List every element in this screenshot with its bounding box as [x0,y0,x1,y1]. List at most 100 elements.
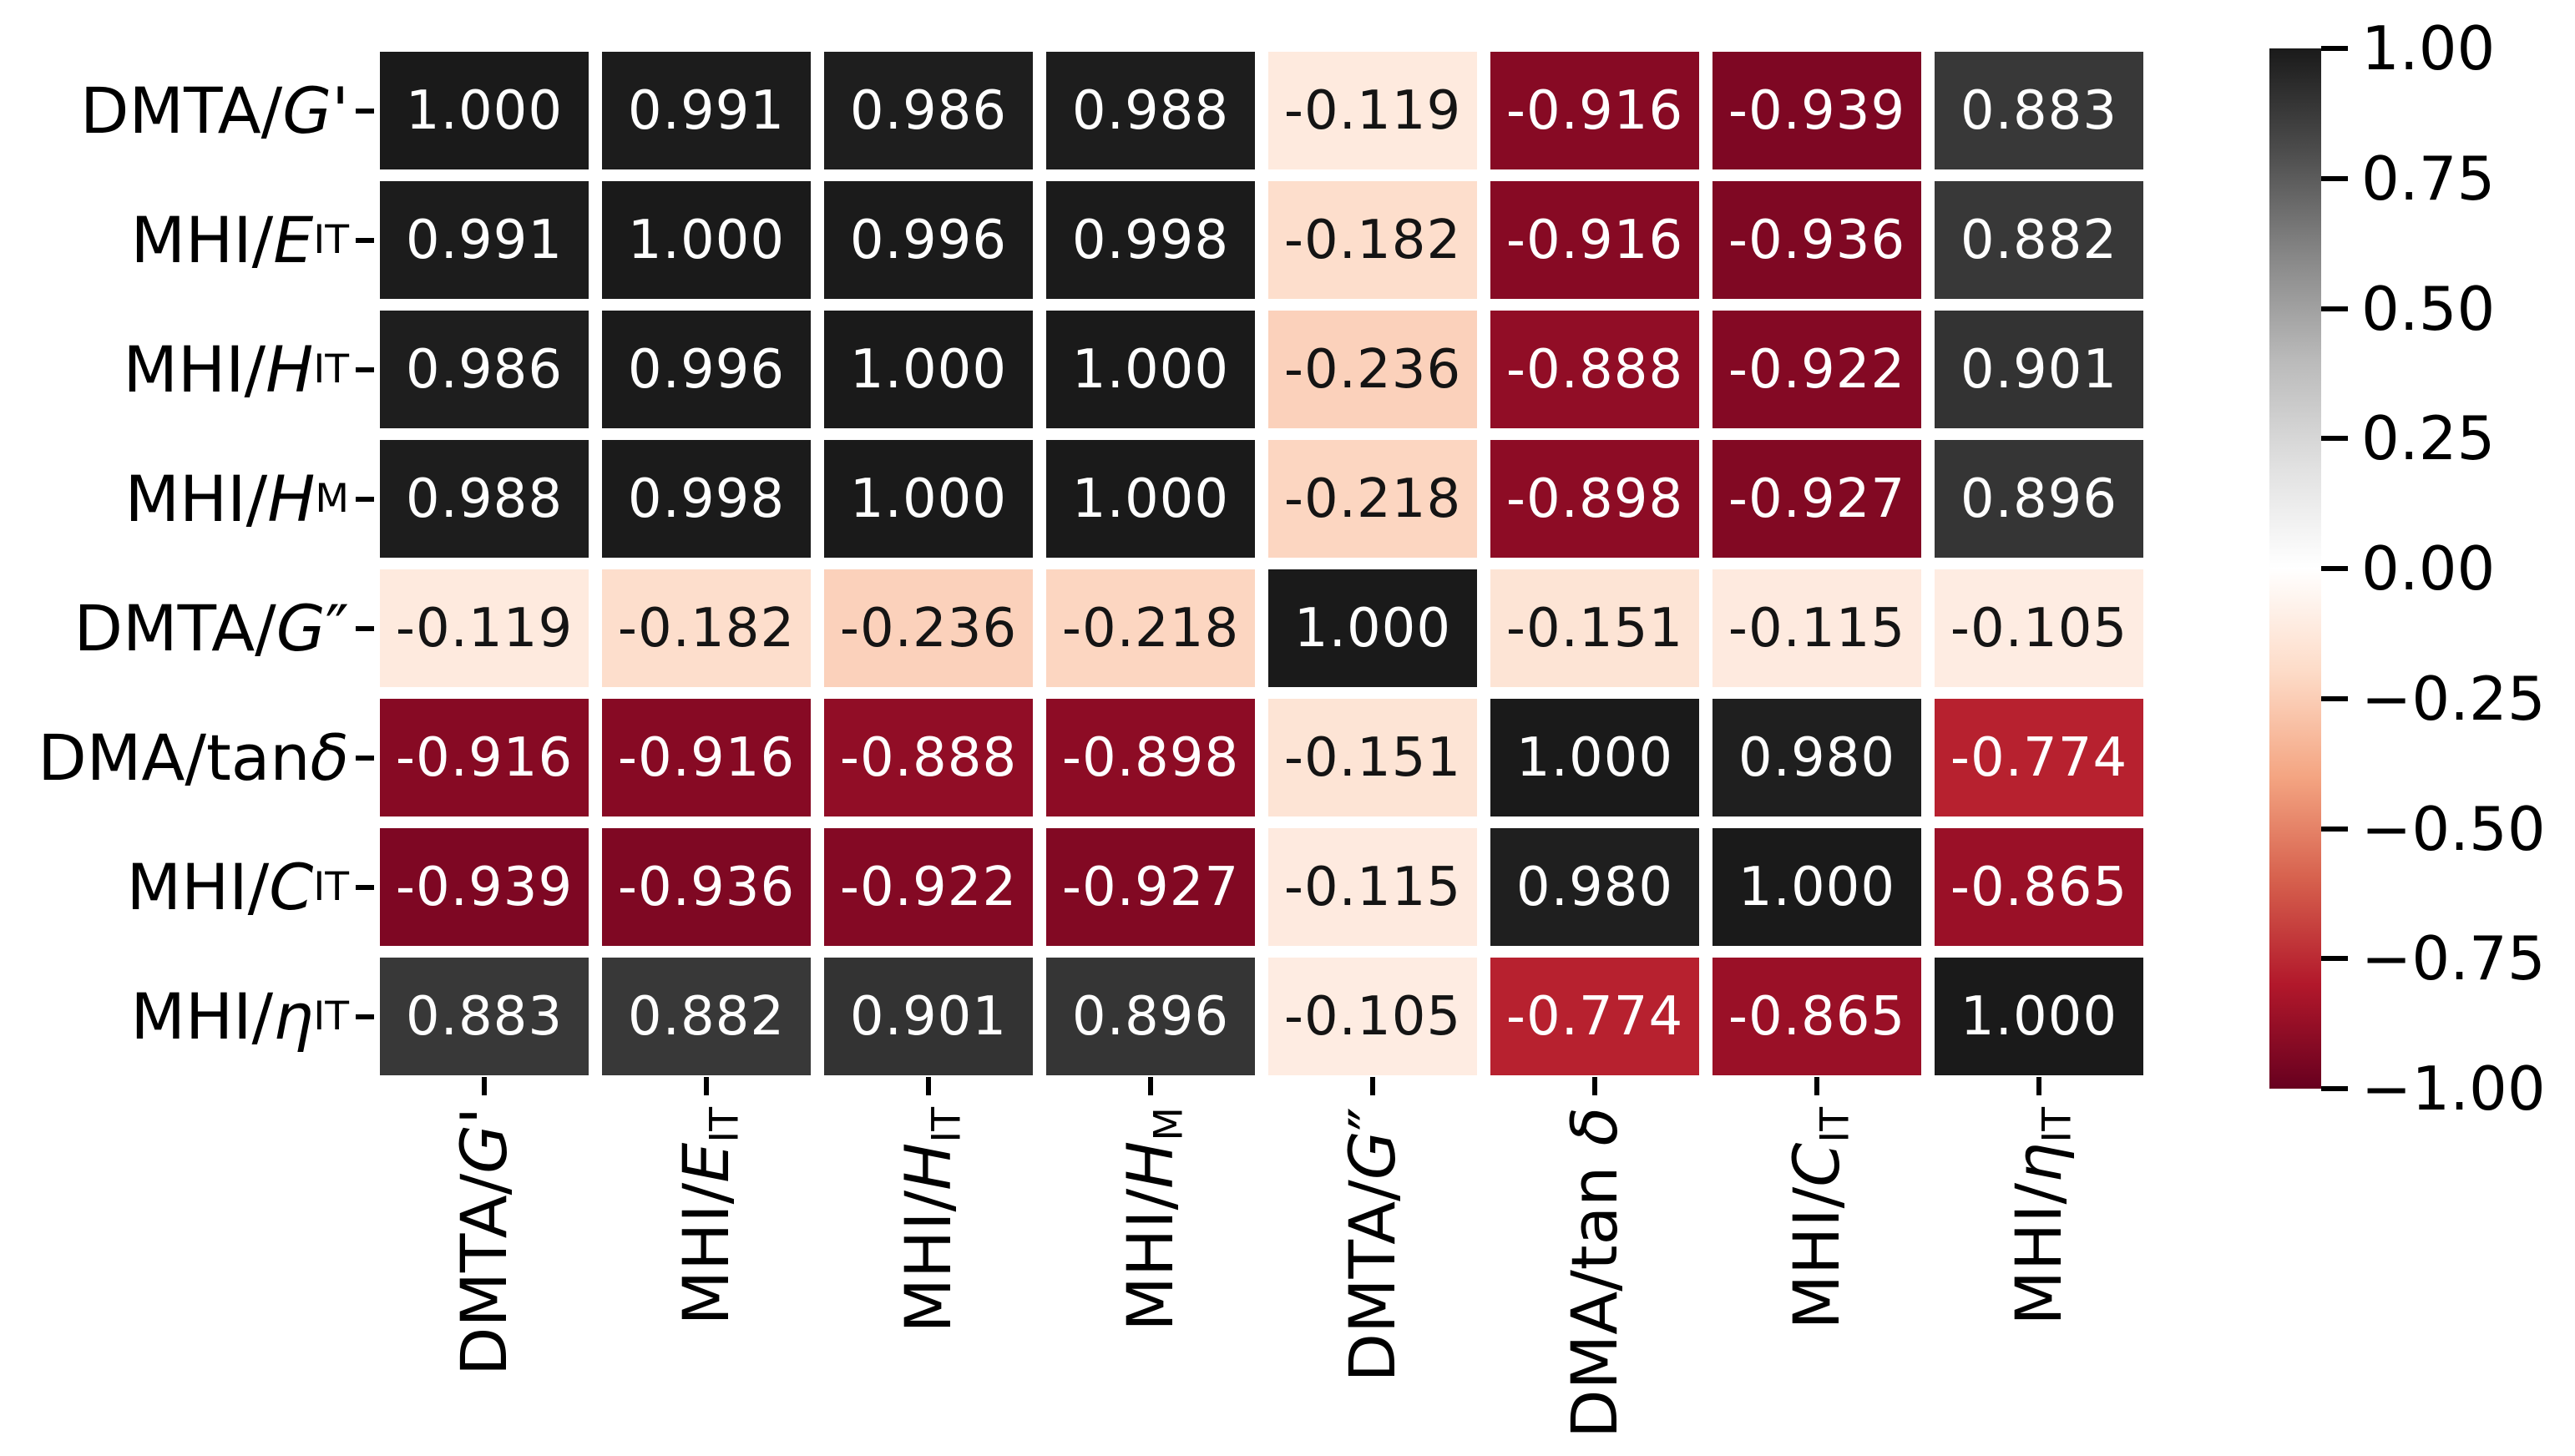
label-segment: MHI/ [891,1190,965,1333]
cell-value: -0.236 [1283,338,1462,401]
label-segment: H [266,332,314,407]
label-segment: IT [923,1107,970,1143]
label-segment: IT [313,346,349,392]
y-axis-tick [356,1014,374,1019]
heatmap-cell: 0.998 [1046,181,1255,299]
heatmap-cell: 1.000 [380,52,589,169]
x-tick-label-text: MHI/CIT [1779,1107,1867,1330]
colorbar-tick-label: 0.00 [2361,533,2496,604]
heatmap-cell: 0.998 [602,440,811,558]
heatmap-cell: 0.980 [1490,828,1699,946]
label-segment: G [282,73,332,148]
heatmap-cell: -0.115 [1268,828,1477,946]
heatmap-cell: 0.988 [1046,52,1255,169]
cell-value: -0.939 [1728,79,1906,142]
y-axis-tick [356,625,374,631]
cell-value: 1.000 [1960,985,2118,1048]
colorbar-tick [2321,175,2348,181]
cell-value: 1.000 [627,209,786,271]
cell-value: -0.865 [1728,985,1906,1048]
colorbar-tick-label: 0.50 [2361,273,2496,344]
y-tick-label: DMA/tan δ [0,718,349,798]
cell-value: 0.996 [627,338,786,401]
cell-value: -0.774 [1950,726,2128,789]
heatmap-cell: 0.991 [602,52,811,169]
label-segment: η [2001,1142,2076,1183]
label-segment: G [276,591,326,665]
colorbar-gradient [2269,48,2321,1089]
heatmap-cell: -0.774 [1490,958,1699,1075]
label-segment: MHI/ [2001,1182,2076,1326]
cell-value: 0.991 [627,79,786,142]
heatmap-cell: 1.000 [1046,440,1255,558]
cell-value: -0.898 [1061,726,1240,789]
cell-value: -0.182 [1283,209,1462,271]
y-tick-label: MHI/η IT [0,977,349,1057]
cell-value: 1.000 [405,79,564,142]
cell-value: -0.936 [617,856,796,918]
cell-value: 1.000 [1738,856,1896,918]
colorbar-tick [2321,826,2348,832]
x-tick-label-text: MHI/ηIT [2001,1107,2089,1326]
heatmap-cell: 0.996 [602,311,811,428]
x-tick-label-text: MHI/HM [1113,1107,1201,1332]
cell-value: 0.991 [405,209,564,271]
heatmap-cell: -0.865 [1935,828,2143,946]
colorbar-tick [2321,695,2348,701]
cell-value: 0.980 [1738,726,1896,789]
cell-value: 0.980 [1515,856,1674,918]
heatmap-cell: 0.882 [602,958,811,1075]
label-segment: H [267,462,316,536]
cell-value: 0.896 [1071,985,1230,1048]
label-segment: MHI/ [123,332,266,407]
label-segment: H [1113,1140,1187,1189]
colorbar-tick-label: −0.25 [2361,663,2546,734]
heatmap-cell: 1.000 [602,181,811,299]
heatmap-cell: 0.986 [824,52,1033,169]
y-tick-label: DMTA/G ″ [0,589,349,669]
cell-value: 0.882 [627,985,786,1048]
heatmap-cell: -0.888 [824,699,1033,816]
label-segment: G [447,1124,521,1174]
heatmap-cell: -0.898 [1490,440,1699,558]
heatmap-cell: -0.922 [824,828,1033,946]
cell-value: 0.896 [1960,468,2118,530]
heatmap-cell: 1.000 [824,440,1033,558]
x-axis-tick [926,1077,931,1095]
cell-value: -0.936 [1728,209,1906,271]
heatmap-cell: 1.000 [1712,828,1921,946]
colorbar-tick-label: −0.75 [2361,923,2546,994]
colorbar-tick [2321,436,2348,442]
cell-value: -0.151 [1505,597,1684,660]
heatmap-cell: 0.883 [1935,52,2143,169]
y-axis-tick [356,108,374,114]
heatmap-cell: -0.888 [1490,311,1699,428]
cell-value: -0.182 [617,597,796,660]
label-segment: ' [447,1107,521,1125]
cell-value: 0.986 [849,79,1008,142]
cell-value: 0.883 [405,985,564,1048]
x-tick-label-text: DMA/tan δ [1557,1107,1632,1438]
colorbar-tick-label: 0.25 [2361,403,2496,474]
y-axis-tick [356,237,374,243]
heatmap-cell: 0.883 [380,958,589,1075]
heatmap-cell: -0.105 [1268,958,1477,1075]
label-segment: ' [331,73,349,148]
colorbar-tick [2321,46,2348,51]
label-segment: ″ [325,591,349,665]
label-segment: MHI/ [130,979,274,1054]
label-segment: M [315,476,349,522]
cell-value: 0.998 [1071,209,1230,271]
cell-value: -0.218 [1283,468,1462,530]
cell-value: -0.151 [1283,726,1462,789]
cell-value: 0.883 [1960,79,2118,142]
cell-value: -0.865 [1950,856,2128,918]
label-segment: MHI/ [1779,1186,1854,1330]
x-axis-tick [704,1077,709,1095]
y-axis-tick [356,884,374,890]
heatmap-cell: -0.916 [1490,181,1699,299]
y-tick-label: MHI/C IT [0,847,350,928]
heatmap-cell: -0.936 [1712,181,1921,299]
heatmap-cell: -0.151 [1268,699,1477,816]
heatmap-cell: 0.988 [380,440,589,558]
